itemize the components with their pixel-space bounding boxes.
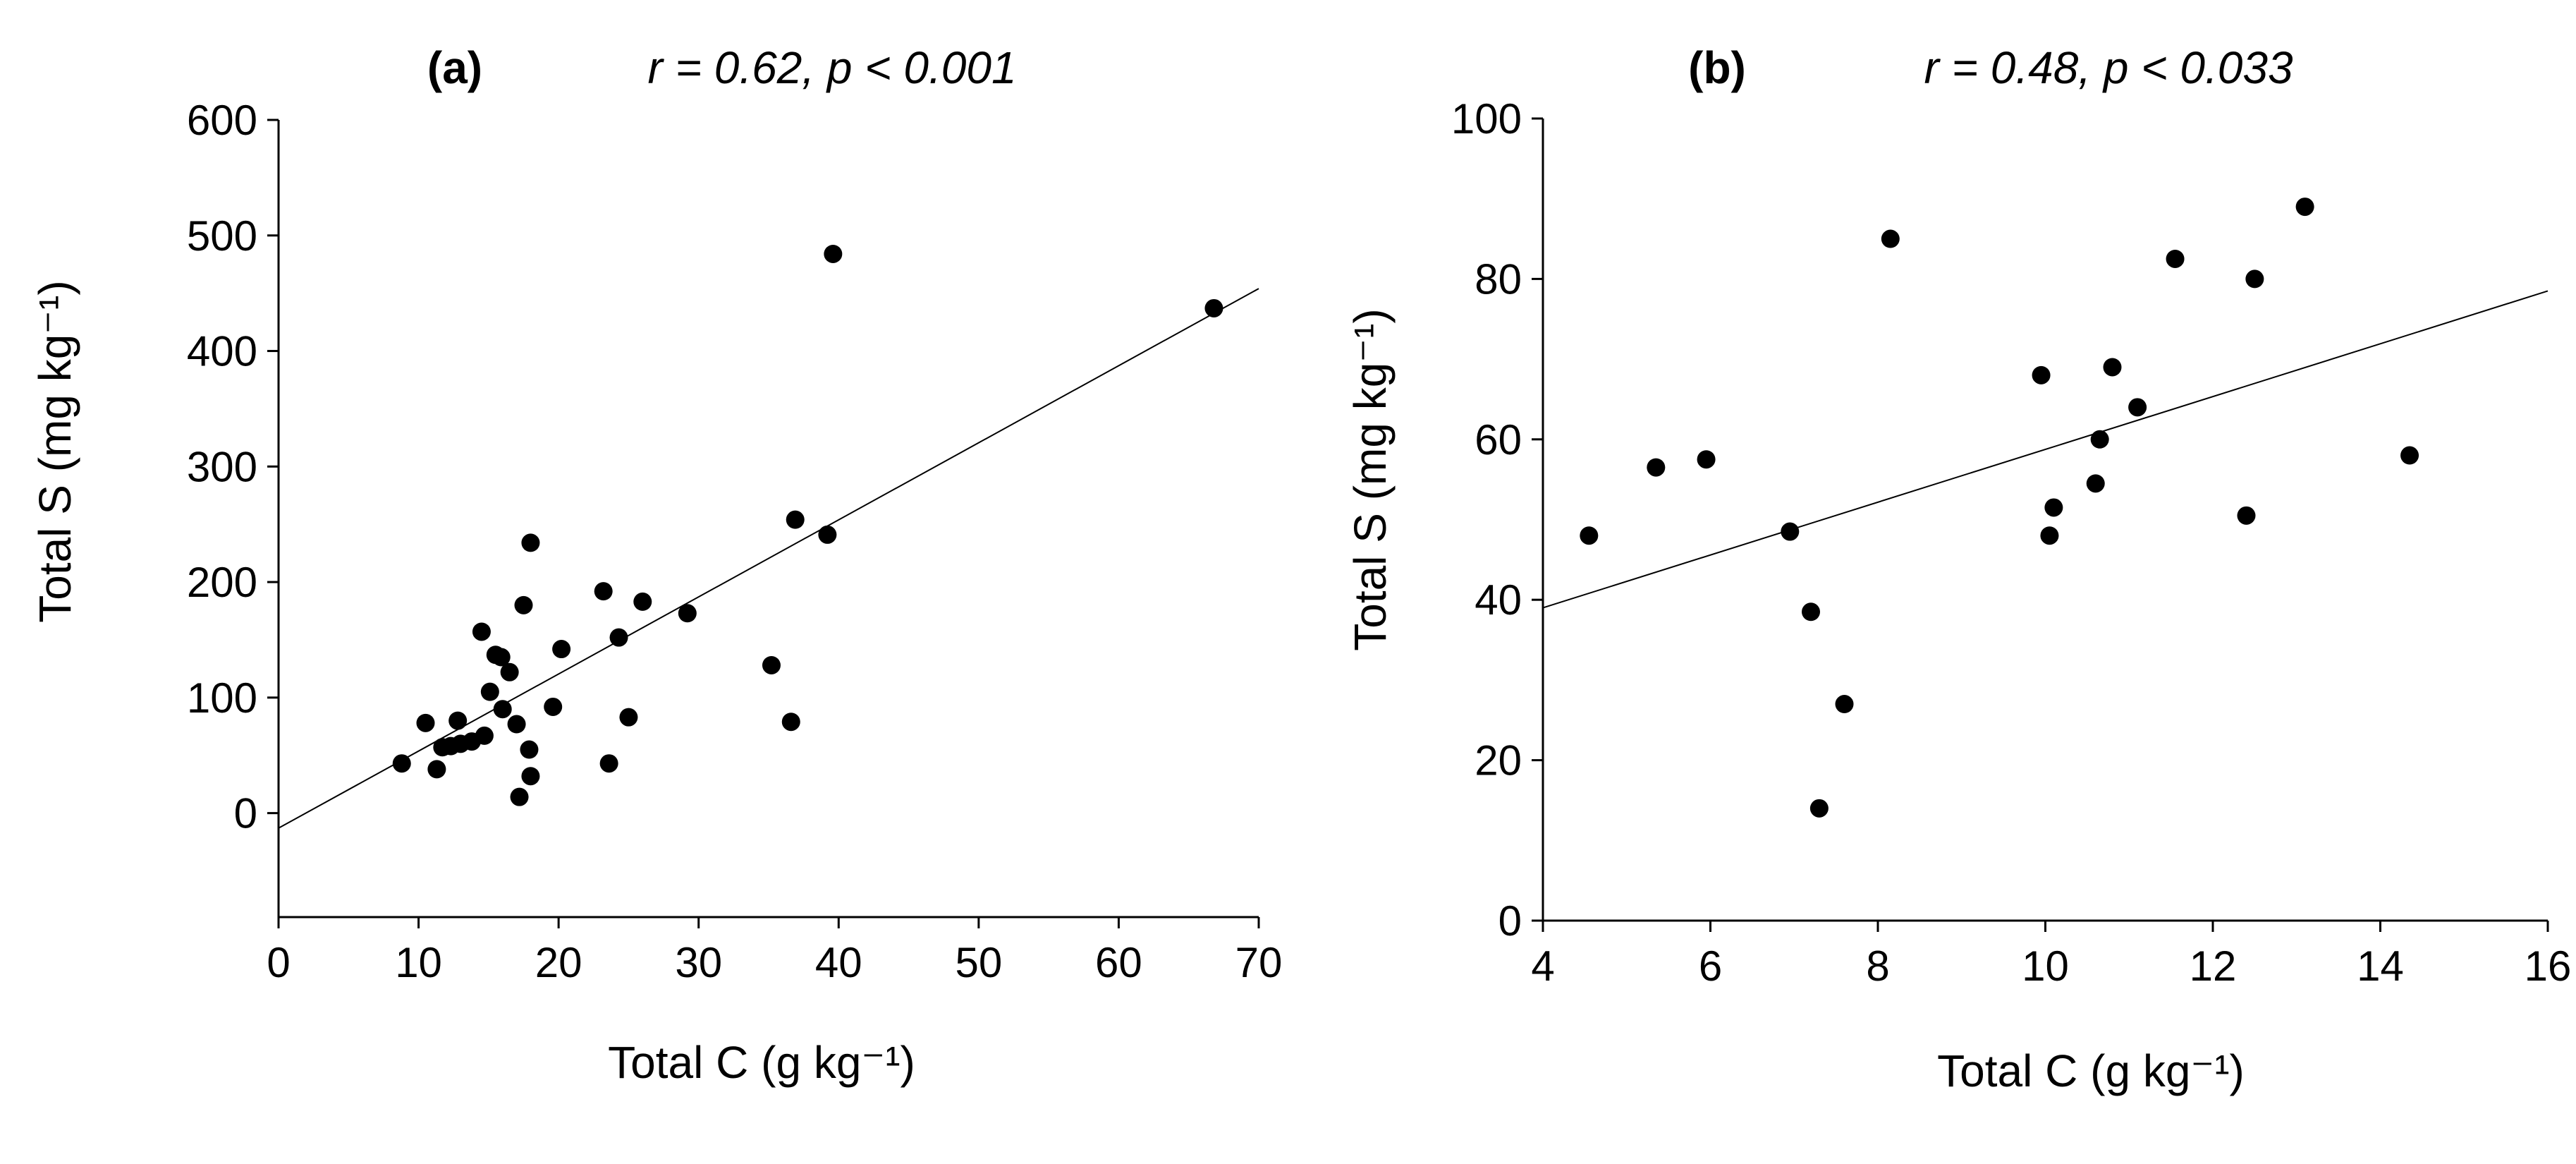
panel-a-y-tick-label: 0 bbox=[234, 790, 257, 837]
panel-a-data-point bbox=[521, 533, 540, 552]
panel-b-y-tick-label: 20 bbox=[1475, 737, 1522, 784]
panel-a-y-axis-title: Total S (mg kg⁻¹) bbox=[30, 280, 80, 622]
panel-b-x-tick-label: 14 bbox=[2357, 942, 2404, 990]
panel-a-data-point bbox=[678, 604, 697, 623]
panel-b-y-tick-label: 100 bbox=[1451, 95, 1522, 143]
panel-a-x-tick-label: 30 bbox=[675, 939, 722, 986]
panel-a-x-tick-label: 20 bbox=[535, 939, 582, 986]
panel-a-x-tick-label: 50 bbox=[955, 939, 1002, 986]
panel-b-x-tick-label: 4 bbox=[1531, 942, 1554, 990]
panel-a-data-point bbox=[472, 622, 491, 641]
panel-a-x-tick-label: 70 bbox=[1235, 939, 1283, 986]
panel-a-y-tick-label: 500 bbox=[187, 212, 257, 260]
panel-a-data-point bbox=[475, 726, 494, 745]
panel-a-y-tick-label: 600 bbox=[187, 97, 257, 144]
panel-a-data-point bbox=[493, 700, 512, 719]
panel-b-label: (b) bbox=[1688, 42, 1746, 93]
panel-a-y-tick-label: 400 bbox=[187, 328, 257, 375]
panel-a-data-point bbox=[1204, 298, 1223, 317]
panel-b-data-point bbox=[1881, 229, 1900, 248]
panel-a-data-point bbox=[448, 711, 468, 730]
panel-a-data-point bbox=[762, 655, 781, 674]
panel-a-data-point bbox=[599, 754, 618, 773]
panel-b-x-tick-label: 16 bbox=[2525, 942, 2572, 990]
panel-b-data-point bbox=[1802, 602, 1820, 622]
panel-a-x-tick-label: 0 bbox=[267, 939, 290, 986]
panel-a-data-point bbox=[480, 682, 499, 701]
panel-a-data-point bbox=[514, 595, 533, 614]
panel-b-x-tick-label: 8 bbox=[1866, 942, 1889, 990]
panel-b-data-point bbox=[1580, 526, 1599, 545]
panel-a-statistics: r = 0.62, p < 0.001 bbox=[647, 42, 1016, 93]
panel-b-data-point bbox=[1781, 522, 1800, 541]
panel-b-data-point bbox=[2044, 498, 2063, 517]
panel-a-data-point bbox=[492, 648, 511, 667]
panel-b-data-point bbox=[2128, 398, 2147, 417]
panel-a-data-point bbox=[500, 662, 519, 681]
panel-b-data-point bbox=[2237, 506, 2256, 525]
panel-a-data-point bbox=[619, 708, 638, 727]
panel-b-data-point bbox=[1647, 458, 1666, 477]
panel-a-data-point bbox=[416, 713, 435, 732]
panel-a-data-point bbox=[521, 767, 540, 786]
panel-a-data-point bbox=[427, 760, 446, 779]
panel-a-data-point bbox=[507, 715, 526, 734]
panel-b-data-point bbox=[1697, 450, 1716, 469]
panel-a-data-point bbox=[544, 697, 563, 716]
panel-a-data-point bbox=[520, 740, 539, 759]
panel-b-y-axis-title: Total S (mg kg⁻¹) bbox=[1345, 308, 1396, 650]
panel-a-label: (a) bbox=[427, 42, 482, 93]
panel-b: (b) r = 0.48, p < 0.033 Total S (mg kg⁻¹… bbox=[1345, 42, 2571, 1096]
panel-b-data-point bbox=[2090, 430, 2109, 449]
panel-a-data-point bbox=[781, 713, 800, 732]
panel-a-data-point bbox=[824, 244, 843, 263]
panel-b-data-point bbox=[2040, 526, 2059, 545]
panel-b-regression-line bbox=[1542, 290, 2548, 609]
panel-b-data-point bbox=[2400, 446, 2419, 465]
panel-a-y-tick-label: 300 bbox=[187, 443, 257, 490]
panel-a: (a) r = 0.62, p < 0.001 Total S (mg kg⁻¹… bbox=[30, 42, 1282, 1088]
panel-b-data-point bbox=[2295, 198, 2314, 217]
panel-b-data-point bbox=[1809, 799, 1829, 818]
panel-b-y-tick-label: 60 bbox=[1475, 416, 1522, 463]
panel-b-data-point bbox=[2245, 269, 2264, 289]
panel-a-data-point bbox=[392, 754, 411, 773]
panel-b-x-tick-label: 10 bbox=[2022, 942, 2069, 990]
panel-b-data-point bbox=[2032, 365, 2051, 384]
panel-a-x-tick-label: 10 bbox=[395, 939, 442, 986]
panel-a-y-tick-label: 100 bbox=[187, 674, 257, 722]
panel-a-x-tick-label: 60 bbox=[1095, 939, 1142, 986]
panel-b-x-tick-label: 12 bbox=[2190, 942, 2237, 990]
panel-a-y-tick-label: 200 bbox=[187, 559, 257, 606]
panel-b-x-axis-title: Total C (g kg⁻¹) bbox=[1937, 1045, 2245, 1096]
panel-b-y-tick-label: 40 bbox=[1475, 576, 1522, 624]
panel-a-data-point bbox=[510, 787, 529, 806]
panel-b-data-point bbox=[1835, 695, 1854, 714]
panel-a-data-point bbox=[594, 582, 613, 601]
panel-a-data-point bbox=[609, 628, 628, 647]
panel-a-x-tick-label: 40 bbox=[815, 939, 862, 986]
panel-a-data-point bbox=[786, 510, 805, 529]
panel-b-y-tick-label: 0 bbox=[1498, 897, 1522, 945]
panel-b-data-point bbox=[2166, 249, 2185, 268]
panel-b-y-tick-label: 80 bbox=[1475, 255, 1522, 303]
panel-b-data-point bbox=[2103, 358, 2122, 377]
panel-a-data-point bbox=[818, 525, 837, 544]
panel-b-statistics: r = 0.48, p < 0.033 bbox=[1924, 42, 2293, 93]
panel-a-x-axis-title: Total C (g kg⁻¹) bbox=[608, 1037, 915, 1088]
panel-b-x-tick-label: 6 bbox=[1699, 942, 1722, 990]
panel-b-data-point bbox=[2086, 474, 2105, 493]
panel-a-data-point bbox=[633, 592, 652, 611]
panel-a-data-point bbox=[552, 640, 571, 659]
